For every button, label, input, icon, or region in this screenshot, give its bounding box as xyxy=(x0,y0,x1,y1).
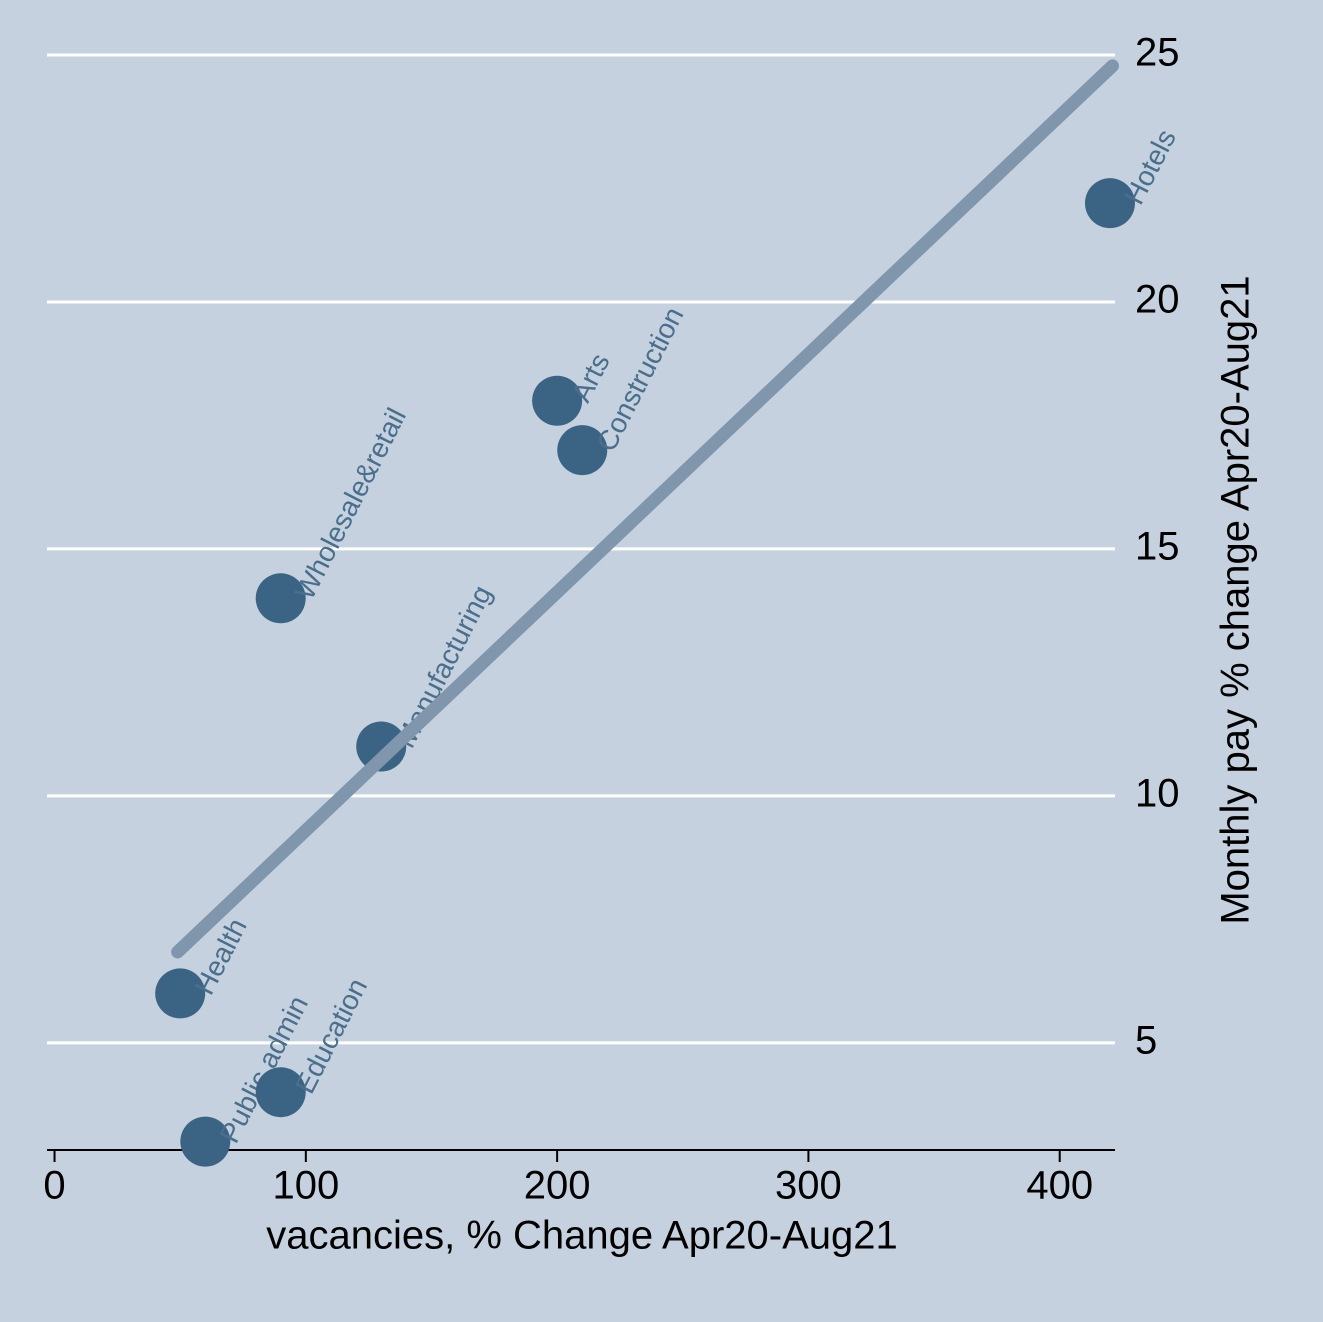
y-tick-label: 10 xyxy=(1135,771,1180,815)
x-tick-label: 100 xyxy=(272,1164,339,1208)
point xyxy=(557,425,608,476)
y-tick-label: 15 xyxy=(1135,524,1180,568)
point xyxy=(155,968,206,1019)
y-axis-title: Monthly pay % change Apr20-Aug21 xyxy=(1214,275,1258,924)
point xyxy=(1084,178,1135,229)
point xyxy=(255,1067,306,1118)
x-tick-label: 200 xyxy=(524,1164,591,1208)
point xyxy=(255,573,306,624)
point xyxy=(532,375,583,426)
y-tick-label: 5 xyxy=(1135,1018,1157,1062)
x-tick-label: 300 xyxy=(775,1164,842,1208)
x-axis-title: vacancies, % Change Apr20-Aug21 xyxy=(266,1214,898,1258)
x-tick-label: 400 xyxy=(1026,1164,1093,1208)
x-tick-label: 0 xyxy=(43,1164,65,1208)
point xyxy=(356,721,407,772)
fit-line xyxy=(171,59,1119,959)
y-tick-label: 20 xyxy=(1135,278,1180,322)
y-tick-label: 25 xyxy=(1135,31,1180,75)
point xyxy=(180,1116,231,1167)
